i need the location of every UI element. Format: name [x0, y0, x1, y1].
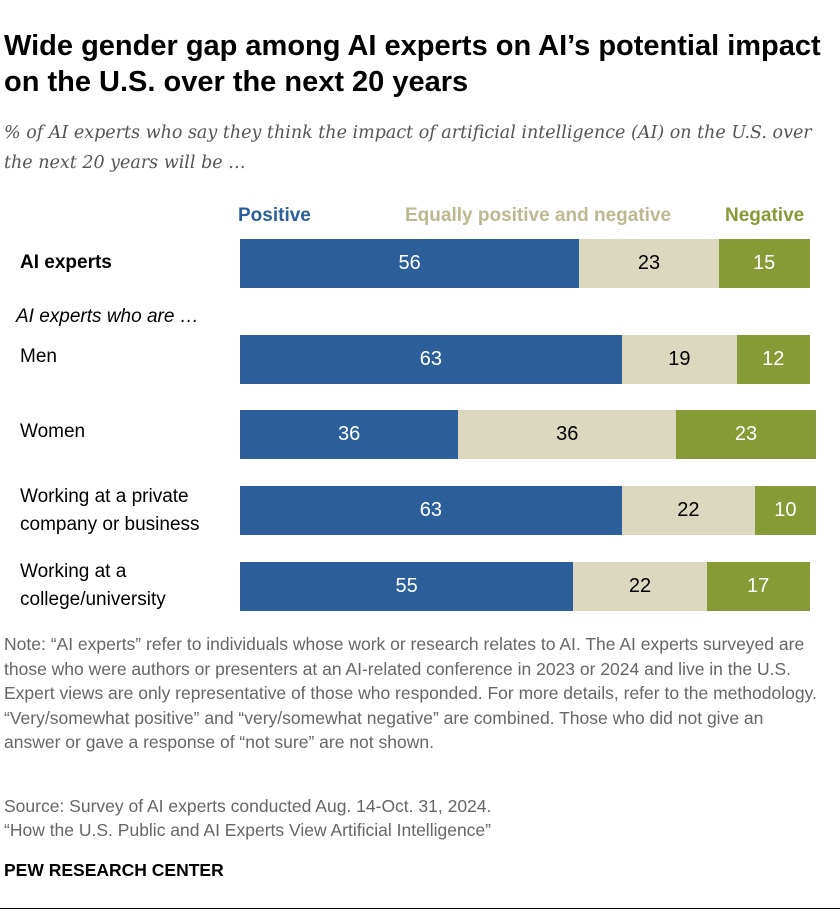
category-label: Working at a private company or business: [20, 486, 200, 535]
legend-item: Positive: [238, 205, 311, 226]
data-label: 22: [628, 575, 652, 597]
bar-equally-positive-and-negative: 36: [458, 410, 677, 459]
data-label: 19: [668, 348, 691, 370]
data-label: 17: [746, 575, 770, 597]
chart-title: Wide gender gap among AI experts on AI’s…: [4, 30, 821, 98]
data-label: 22: [677, 499, 700, 521]
bar-negative: 15: [718, 239, 810, 288]
category-label: Men: [20, 346, 57, 367]
category-label: AI experts: [20, 252, 112, 273]
legend-item: Negative: [725, 205, 805, 226]
bar-positive: 56: [240, 239, 580, 288]
bar-equally-positive-and-negative: 23: [579, 239, 719, 288]
category-label: Working at a college/university: [20, 561, 166, 610]
data-label: 55: [395, 575, 418, 597]
brand-logo: PEW RESEARCH CENTER: [4, 860, 224, 880]
data-label: 23: [637, 252, 661, 274]
bar-negative: 10: [755, 486, 816, 535]
data-label: 10: [774, 499, 797, 521]
data-label: 56: [398, 252, 421, 274]
data-label: 63: [419, 348, 442, 370]
bar-positive: 55: [240, 562, 574, 611]
bar-negative: 17: [706, 562, 810, 611]
category-label: Women: [20, 421, 86, 442]
divider: [0, 908, 840, 909]
data-label: 12: [762, 348, 785, 370]
note: Note: “AI experts” refer to individuals …: [4, 634, 817, 752]
bar-positive: 63: [240, 335, 622, 384]
group-label: AI experts who are …: [16, 306, 199, 327]
legend-item: Equally positive and negative: [405, 205, 672, 226]
bar-negative: 23: [676, 410, 816, 459]
bar-equally-positive-and-negative: 22: [573, 562, 707, 611]
source: Source: Survey of AI experts conducted A…: [4, 796, 492, 816]
report-title: “How the U.S. Public and AI Experts View…: [4, 820, 491, 840]
bar-equally-positive-and-negative: 19: [621, 335, 737, 384]
data-label: 36: [337, 423, 361, 445]
bar-negative: 12: [736, 335, 810, 384]
bar-positive: 36: [240, 410, 459, 459]
chart-subtitle: % of AI experts who say they think the i…: [4, 123, 812, 173]
data-label: 36: [556, 423, 579, 445]
bar-positive: 63: [240, 486, 622, 535]
data-label: 15: [753, 252, 776, 274]
data-label: 23: [734, 423, 758, 445]
bar-equally-positive-and-negative: 22: [621, 486, 756, 535]
data-label: 63: [419, 499, 442, 521]
